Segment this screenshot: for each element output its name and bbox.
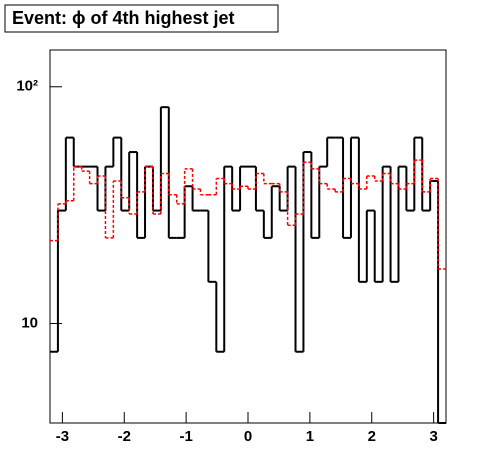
x-tick-label: 3 [429,428,437,445]
x-tick-label: 0 [244,428,252,445]
x-tick-label: 2 [368,428,376,445]
title-box [4,4,279,33]
x-tick-label: 1 [306,428,314,445]
x-tick-label: -1 [179,428,192,445]
x-tick-label: -3 [56,428,69,445]
x-tick-label: -2 [118,428,131,445]
y-tick-label: 10 [21,314,38,331]
chart-title: Event: ϕ of 4th highest jet [12,8,235,28]
y-tick-label: 10² [16,78,38,95]
